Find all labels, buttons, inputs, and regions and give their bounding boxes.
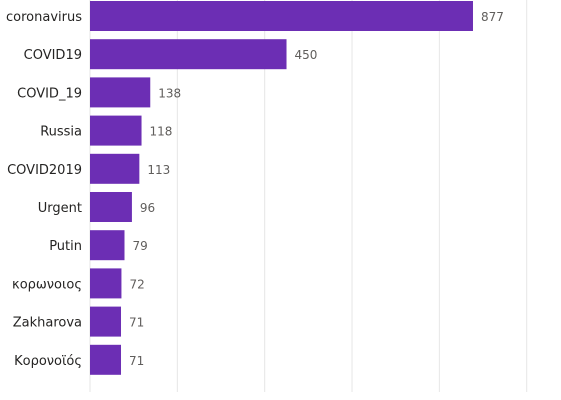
- data-label: 118: [150, 125, 173, 139]
- data-label: 877: [481, 10, 504, 24]
- bar: [90, 268, 122, 299]
- category-label: κορωνοιος: [12, 277, 82, 292]
- category-label: Russia: [40, 125, 82, 140]
- data-label: 71: [129, 316, 144, 330]
- data-label: 79: [132, 239, 147, 253]
- data-label: 72: [129, 277, 144, 291]
- category-label: COVID19: [24, 48, 82, 63]
- bar: [90, 39, 287, 70]
- bar: [90, 77, 151, 108]
- bars: [90, 1, 473, 375]
- category-label: Putin: [49, 239, 82, 254]
- bar: [90, 344, 122, 375]
- category-label: Zakharova: [13, 316, 82, 331]
- category-labels: coronavirus COVID19 COVID_19 Russia COVID201…: [6, 10, 82, 369]
- data-label: 71: [129, 354, 144, 368]
- category-label: COVID_19: [17, 86, 82, 101]
- bar: [90, 306, 122, 337]
- data-label: 113: [147, 163, 170, 177]
- category-label: coronavirus: [6, 10, 82, 25]
- bar: [90, 230, 125, 261]
- data-label: 450: [295, 48, 318, 62]
- category-label: Κορονοϊός: [14, 354, 82, 369]
- bar: [90, 115, 142, 146]
- bar: [90, 153, 140, 184]
- bar: [90, 192, 132, 222]
- data-labels: 877 450 138 118 113 96 79 72 71 71: [129, 10, 504, 368]
- data-label: 138: [158, 86, 181, 100]
- category-label: COVID2019: [7, 163, 82, 178]
- data-label: 96: [140, 201, 155, 215]
- category-label: Urgent: [38, 201, 82, 216]
- bar: [90, 1, 473, 31]
